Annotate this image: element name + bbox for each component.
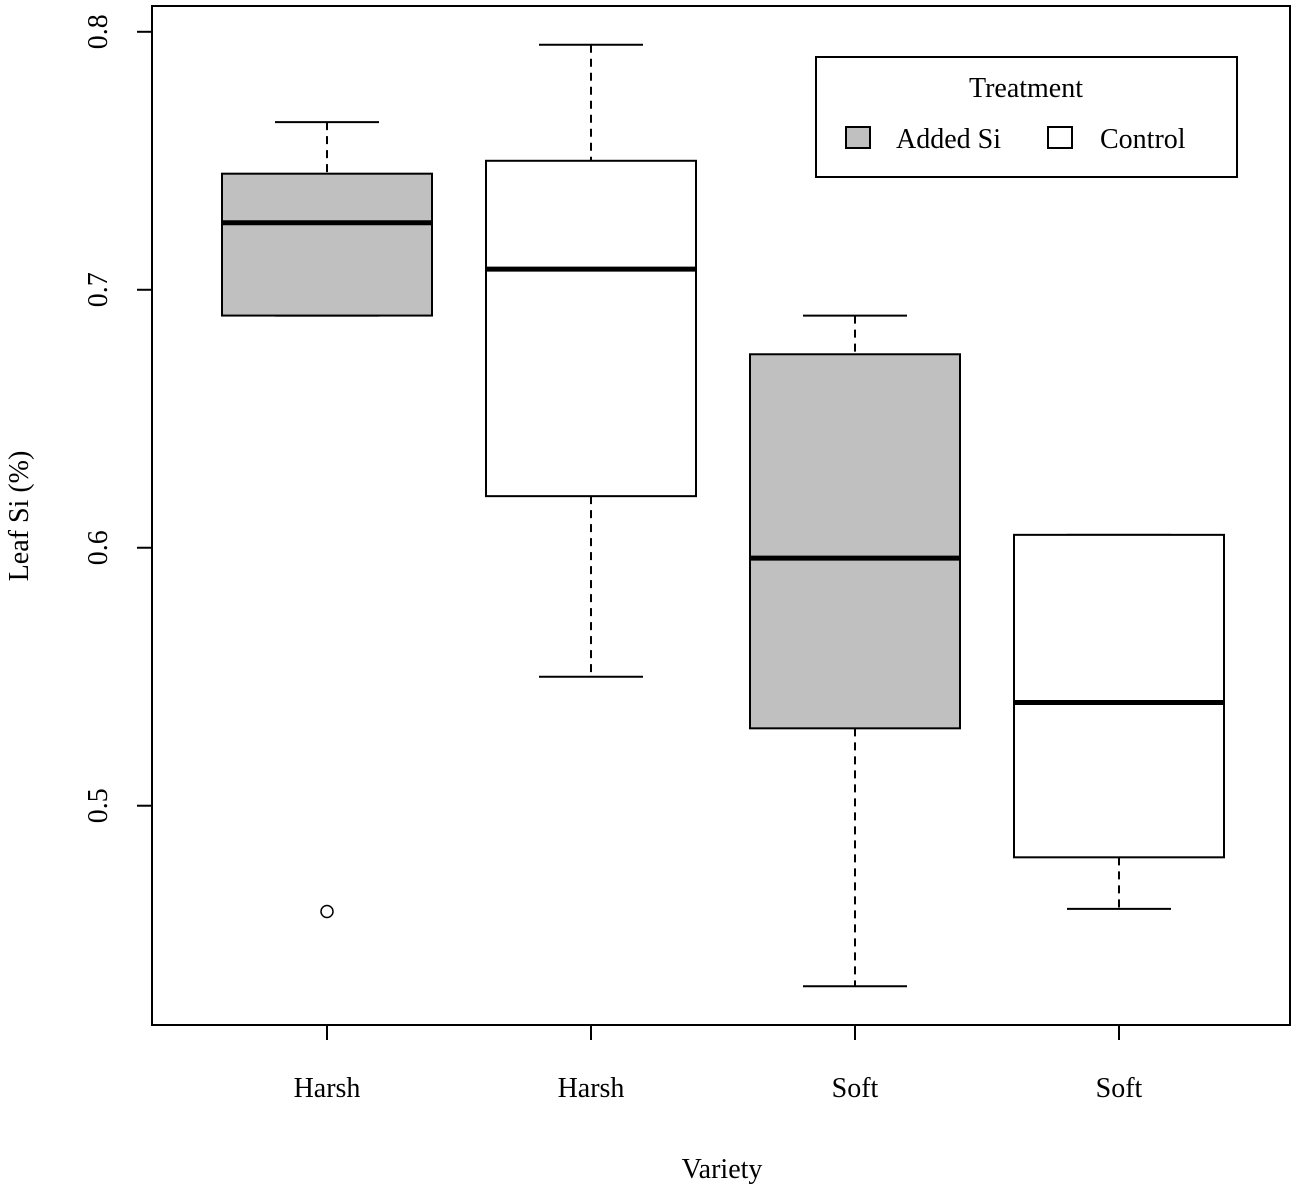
- plot-frame: [151, 5, 1291, 1026]
- box-4: [1013, 533, 1225, 910]
- box-2: [485, 43, 697, 678]
- y-tick-label: 0.5: [83, 788, 114, 823]
- legend: Treatment Added Si Control: [815, 56, 1238, 178]
- x-tick-label: Soft: [1096, 1073, 1143, 1104]
- box-group: [221, 43, 1225, 988]
- legend-title: Treatment: [969, 73, 1083, 104]
- box-1: [221, 121, 433, 919]
- x-tick-label: Harsh: [294, 1073, 361, 1104]
- y-tick-label: 0.8: [83, 14, 114, 49]
- x-axis: Harsh Harsh Soft Soft: [294, 1025, 1143, 1104]
- box-3: [749, 314, 961, 988]
- legend-swatch-control: [1047, 126, 1073, 149]
- outlier-point: [320, 904, 334, 919]
- y-axis-label: Leaf Si (%): [4, 451, 35, 582]
- box-iqr: [221, 172, 433, 317]
- legend-swatch-added-si: [845, 126, 871, 149]
- legend-label-control: Control: [1100, 124, 1186, 155]
- y-tick-label: 0.6: [83, 530, 114, 565]
- x-axis-label: Variety: [682, 1154, 763, 1185]
- y-axis: 0.5 0.6 0.7 0.8: [83, 14, 152, 823]
- legend-box: [815, 56, 1238, 178]
- x-tick-label: Soft: [832, 1073, 879, 1104]
- x-tick-label: Harsh: [558, 1073, 625, 1104]
- box-iqr: [1013, 533, 1225, 859]
- y-tick-label: 0.7: [83, 272, 114, 307]
- box-iqr: [485, 159, 697, 498]
- box-iqr: [749, 353, 961, 730]
- legend-label-added-si: Added Si: [896, 124, 1001, 155]
